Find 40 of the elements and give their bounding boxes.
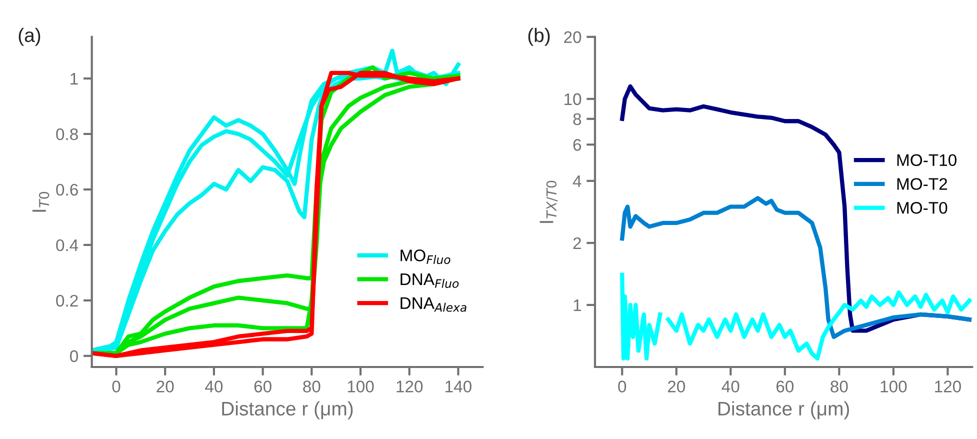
y-tick-label: 2: [573, 237, 581, 249]
chart-title: (b): [528, 28, 550, 46]
y-tick-label: 0.8: [56, 128, 78, 140]
x-tick-label: 140: [446, 380, 472, 392]
y-axis-title: I$_{T0}$: [32, 192, 50, 212]
x-tick-label: 120: [935, 380, 961, 392]
x-axis-title: Distance r (μm): [222, 401, 353, 420]
legend-label: DNA$_{Alexa}$: [400, 297, 466, 312]
legend-label: MO-T0: [897, 202, 948, 214]
x-tick-label: 100: [880, 380, 907, 392]
y-tick-label: 0.4: [56, 239, 78, 252]
y-tick-label: 10: [564, 93, 582, 106]
x-tick-label: 40: [205, 380, 223, 392]
legend-label: MO$_{Fluo}$: [400, 250, 450, 264]
x-tick-label: 100: [348, 380, 374, 392]
y-tick-label: 8: [573, 113, 582, 126]
legend-label: DNA$_{Fluo}$: [400, 274, 459, 288]
legend-label: MO-T10: [897, 154, 956, 166]
x-tick-label: 20: [668, 380, 686, 392]
x-axis-title: Distance r (μm): [718, 401, 849, 420]
y-tick-label: 0: [70, 350, 78, 362]
y-tick-label: 0.2: [56, 294, 78, 307]
x-tick-label: 60: [776, 380, 794, 392]
x-tick-label: 0: [618, 380, 626, 392]
x-tick-label: 80: [303, 380, 320, 392]
y-tick-label: 6: [573, 139, 582, 151]
y-tick-label: 4: [572, 175, 582, 187]
x-tick-label: 0: [112, 380, 120, 392]
x-tick-label: 20: [156, 380, 174, 392]
y-tick-label: 0.6: [56, 184, 78, 196]
legend-label: MO-T2: [897, 178, 948, 190]
y-axis-title: I$_{TX/T0}$: [540, 180, 558, 223]
x-tick-label: 60: [254, 380, 272, 392]
x-tick-label: 120: [396, 380, 423, 392]
y-tick-label: 1: [574, 300, 581, 312]
chart-title: (a): [18, 28, 40, 46]
y-tick-label: 20: [564, 31, 582, 44]
x-tick-label: 40: [722, 380, 740, 392]
y-tick-label: 1: [70, 73, 78, 85]
x-tick-label: 80: [830, 380, 848, 392]
